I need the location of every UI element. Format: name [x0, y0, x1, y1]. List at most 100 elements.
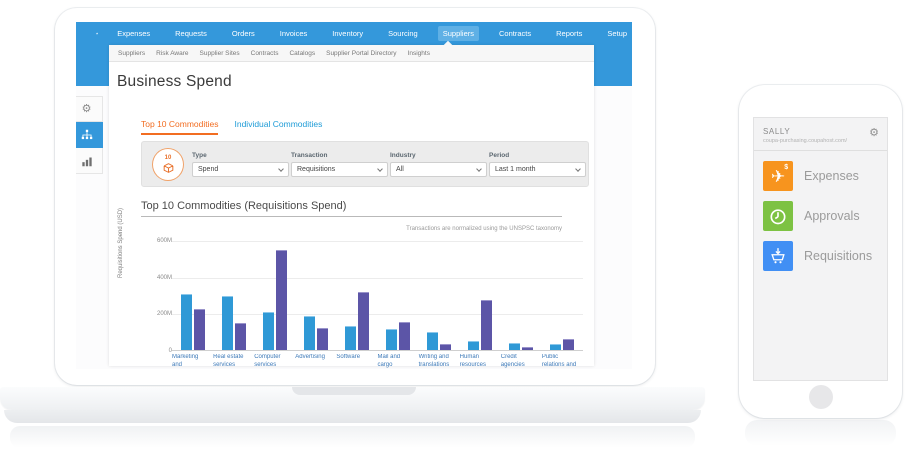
- bar-group-3: [254, 241, 295, 350]
- bar-purple-4[interactable]: [316, 327, 328, 350]
- phone-menu-approvals[interactable]: Approvals: [763, 201, 878, 231]
- bar-group-8: [460, 241, 501, 350]
- phone-menu-label: Approvals: [804, 209, 860, 223]
- tab-individual-commodities[interactable]: Individual Commodities: [234, 119, 323, 129]
- airplane-expense-icon: ✈ $: [763, 161, 793, 191]
- bar-purple-5[interactable]: [357, 291, 369, 350]
- phone-menu-requisitions[interactable]: Requisitions: [763, 241, 878, 271]
- subnav-item-risk-aware[interactable]: Risk Aware: [156, 49, 189, 57]
- bar-blue-5[interactable]: [344, 325, 356, 350]
- filter-select-period[interactable]: Last 1 month: [489, 161, 586, 177]
- nav-item-invoices[interactable]: Invoices: [279, 29, 308, 38]
- sub-navigation: Suppliers Risk Aware Supplier Sites Contrac…: [109, 40, 594, 62]
- x-label-10: Public relations and professional commun…: [541, 354, 577, 368]
- sidebar-org-chart-icon[interactable]: [76, 122, 103, 148]
- phone-mockup: SALLY coupa-purchasing.coupahost.com/ ⚙ …: [739, 85, 902, 418]
- filter-value-industry: All: [396, 165, 404, 173]
- bar-blue-9[interactable]: [509, 342, 521, 350]
- nav-item-requests[interactable]: Requests: [175, 29, 207, 38]
- bar-purple-3[interactable]: [275, 250, 287, 350]
- bar-chart-plot: [172, 241, 583, 351]
- gridline-200M: [172, 314, 583, 316]
- filter-select-industry[interactable]: All: [390, 161, 487, 177]
- content-card: Suppliers Risk Aware Supplier Sites Contrac…: [109, 40, 594, 369]
- nav-item-setup[interactable]: Setup: [607, 29, 627, 38]
- bar-purple-7[interactable]: [440, 343, 452, 350]
- phone-reflection: [745, 420, 896, 446]
- x-label-3: Computer services: [254, 354, 281, 368]
- sidebar-bar-chart-icon[interactable]: [76, 148, 103, 174]
- sidebar-gear-icon[interactable]: ⚙: [76, 96, 103, 122]
- bar-group-1: [172, 241, 213, 350]
- nav-item-reports[interactable]: Reports: [556, 29, 583, 38]
- bar-purple-6[interactable]: [399, 322, 411, 350]
- bar-purple-9[interactable]: [522, 346, 534, 350]
- bar-purple-10[interactable]: [563, 339, 575, 350]
- filter-panel: 10 Type Spend Transaction Requisitions Indus…: [141, 141, 589, 187]
- cart-download-icon: [763, 241, 793, 271]
- bar-blue-4[interactable]: [303, 316, 315, 350]
- bar-blue-6[interactable]: [386, 329, 398, 350]
- bar-blue-2[interactable]: [221, 295, 233, 350]
- y-tick-200M: 200M: [156, 311, 172, 318]
- bar-purple-2[interactable]: [234, 322, 246, 350]
- filter-fields: Type Spend Transaction Requisitions Industry…: [192, 152, 588, 177]
- bar-blue-8[interactable]: [468, 340, 480, 350]
- phone-home-button[interactable]: [808, 385, 833, 409]
- subnav-item-contracts[interactable]: Contracts: [250, 49, 279, 57]
- bar-group-5: [336, 241, 377, 350]
- filter-select-transaction[interactable]: Requisitions: [291, 161, 388, 177]
- bar-purple-1[interactable]: [193, 309, 205, 350]
- laptop-reflection: [10, 426, 695, 448]
- bar-blue-1[interactable]: [180, 294, 192, 350]
- gridline-600M: [172, 241, 583, 242]
- nav-item-orders[interactable]: Orders: [231, 29, 255, 38]
- y-axis-label: Requisitions Spend (USD): [118, 207, 124, 278]
- bar-blue-3[interactable]: [262, 312, 274, 350]
- filter-select-type[interactable]: Spend: [192, 161, 289, 177]
- subnav-item-supplier-portal-directory[interactable]: Supplier Portal Directory: [326, 49, 397, 57]
- chevron-down-icon: [377, 165, 383, 172]
- filter-label-period: Period: [489, 151, 510, 159]
- filter-value-period: Last 1 month: [495, 165, 536, 173]
- tab-top-10-commodities[interactable]: Top 10 Commodities: [141, 119, 219, 135]
- subnav-item-insights[interactable]: Insights: [407, 49, 430, 57]
- subnav-item-suppliers[interactable]: Suppliers: [118, 49, 146, 57]
- filter-value-transaction: Requisitions: [297, 165, 336, 173]
- bar-purple-8[interactable]: [481, 300, 493, 350]
- laptop-mockup: Expenses Requests Orders Invoices Inventory S…: [55, 8, 655, 385]
- laptop-base: [0, 387, 705, 410]
- phone-menu-expenses[interactable]: ✈ $ Expenses: [763, 161, 878, 191]
- subnav-item-supplier-sites[interactable]: Supplier Sites: [199, 49, 240, 57]
- nav-item-expenses[interactable]: Expenses: [117, 29, 151, 38]
- bar-group-10: [542, 241, 583, 350]
- laptop-base-front: [4, 410, 701, 423]
- phone-menu-label: Expenses: [804, 169, 859, 183]
- gridline-400M: [172, 277, 583, 279]
- nav-item-suppliers[interactable]: Suppliers: [437, 26, 480, 41]
- laptop-base-notch: [292, 387, 416, 395]
- filter-label-industry: Industry: [390, 151, 416, 159]
- nav-menu: Expenses Requests Orders Invoices Inventory S…: [112, 26, 632, 41]
- x-label-6: Mail and cargo transport: [377, 354, 401, 368]
- x-axis-labels: Marketing and distribution Real estate se…: [172, 354, 583, 369]
- bar-blue-10[interactable]: [550, 343, 562, 350]
- chevron-down-icon: [476, 165, 482, 172]
- nav-item-inventory[interactable]: Inventory: [332, 29, 364, 38]
- filter-period: Period Last 1 month: [489, 152, 586, 177]
- filter-transaction: Transaction Requisitions: [291, 152, 388, 177]
- nav-item-sourcing[interactable]: Sourcing: [388, 29, 418, 38]
- bar-group-2: [213, 241, 254, 350]
- x-label-9: Credit agencies: [500, 354, 525, 368]
- x-label-1: Marketing and distribution: [172, 354, 199, 368]
- filter-industry: Industry All: [390, 152, 487, 177]
- home-icon[interactable]: [96, 27, 98, 40]
- nav-item-contracts[interactable]: Contracts: [499, 29, 532, 38]
- top10-package-icon: 10: [152, 147, 184, 181]
- subnav-item-catalogs[interactable]: Catalogs: [289, 49, 316, 57]
- phone-app-header: SALLY coupa-purchasing.coupahost.com/ ⚙: [754, 118, 887, 151]
- chevron-down-icon: [278, 165, 284, 172]
- gear-icon[interactable]: ⚙: [869, 127, 879, 139]
- bar-blue-7[interactable]: [427, 332, 439, 350]
- phone-username: SALLY: [763, 127, 791, 136]
